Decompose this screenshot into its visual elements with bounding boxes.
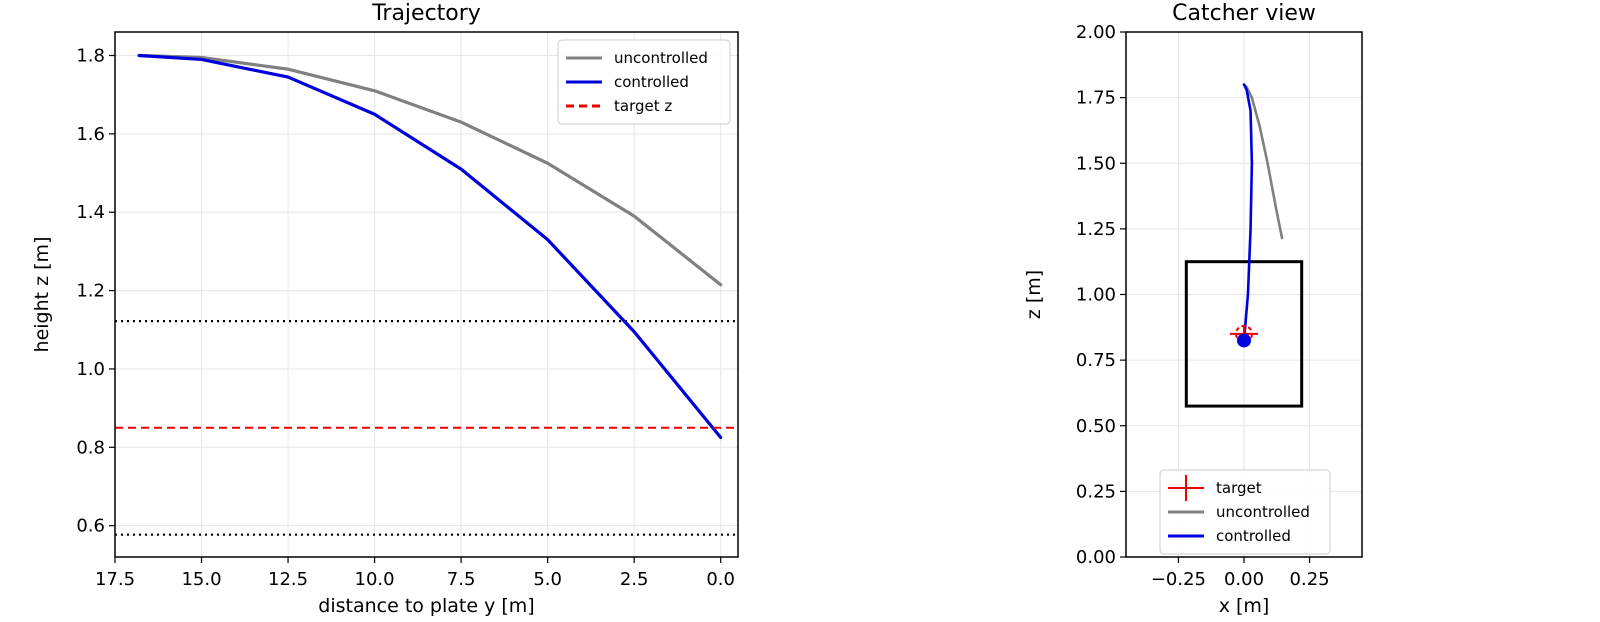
legend-label: controlled — [614, 73, 689, 91]
y-tick-label: 1.00 — [1076, 285, 1116, 306]
legend-entry: target z — [566, 97, 672, 115]
series-line-controlled — [137, 53, 723, 440]
x-tick-label: 7.5 — [447, 569, 476, 590]
legend: uncontrolled controlled target z — [557, 39, 731, 125]
legend-entry: controlled — [566, 73, 689, 91]
y-axis-label: z [m] — [1023, 270, 1045, 319]
series-line-uncontrolled — [137, 53, 723, 287]
x-tick-label: 0.00 — [1224, 569, 1264, 590]
chart-title: Trajectory — [371, 1, 481, 26]
plot-frame — [114, 31, 739, 558]
legend-box — [557, 39, 731, 125]
strike-zone — [1184, 260, 1304, 408]
y-tick-label: 1.8 — [76, 46, 105, 67]
x-tick-label: −0.25 — [1151, 569, 1206, 590]
x-tick-label: 2.5 — [620, 569, 649, 590]
y-tick-label: 1.6 — [76, 124, 105, 145]
final-ball-point — [1237, 333, 1251, 348]
legend: target uncontrolled controlled — [1159, 469, 1331, 555]
legend-label: target — [1216, 479, 1262, 497]
x-tick-label: 12.5 — [268, 569, 308, 590]
x-tick-label: 5.0 — [533, 569, 562, 590]
x-tick-label: 0.25 — [1290, 569, 1330, 590]
y-tick-label: 1.75 — [1076, 88, 1116, 109]
x-axis-label: x [m] — [1219, 595, 1270, 617]
y-tick-label: 0.00 — [1076, 547, 1116, 568]
y-tick-label: 0.25 — [1076, 481, 1116, 502]
legend-label: uncontrolled — [1216, 503, 1310, 521]
legend-label: target z — [614, 97, 672, 115]
legend-entry: target — [1168, 475, 1262, 501]
catcher-view-chart: −0.25 0.00 0.25 0.00 0.25 0.50 0.75 1.00 1.25 1.5… — [1023, 1, 1363, 617]
legend-entry: uncontrolled — [566, 49, 708, 67]
legend-entry: controlled — [1168, 527, 1291, 545]
legend-box — [1159, 469, 1331, 555]
x-axis-label: distance to plate y [m] — [318, 595, 534, 617]
series-line-controlled — [1242, 83, 1254, 342]
legend-label: uncontrolled — [614, 49, 708, 67]
x-tick-label: 10.0 — [355, 569, 395, 590]
x-tick-label: 15.0 — [181, 569, 221, 590]
y-tick-label: 0.6 — [76, 516, 105, 537]
y-tick-label: 1.50 — [1076, 153, 1116, 174]
y-tick-label: 1.25 — [1076, 219, 1116, 240]
trajectory-chart: 17.5 15.0 12.5 10.0 7.5 5.0 2.5 0.0 0.6 0.8 1.0 1.2… — [31, 1, 739, 617]
y-tick-label: 0.50 — [1076, 416, 1116, 437]
y-tick-label: 0.75 — [1076, 350, 1116, 371]
legend-label: controlled — [1216, 527, 1291, 545]
y-tick-label: 1.2 — [76, 281, 105, 302]
y-tick-label: 0.8 — [76, 437, 105, 458]
y-tick-label: 1.0 — [76, 359, 105, 380]
x-tick-label: 17.5 — [95, 569, 135, 590]
legend-entry: uncontrolled — [1168, 503, 1310, 521]
x-tick-label: 0.0 — [706, 569, 735, 590]
y-axis-label: height z [m] — [31, 237, 53, 353]
y-tick-label: 1.4 — [76, 202, 105, 223]
chart-title: Catcher view — [1172, 1, 1316, 26]
y-tick-label: 2.00 — [1076, 22, 1116, 43]
